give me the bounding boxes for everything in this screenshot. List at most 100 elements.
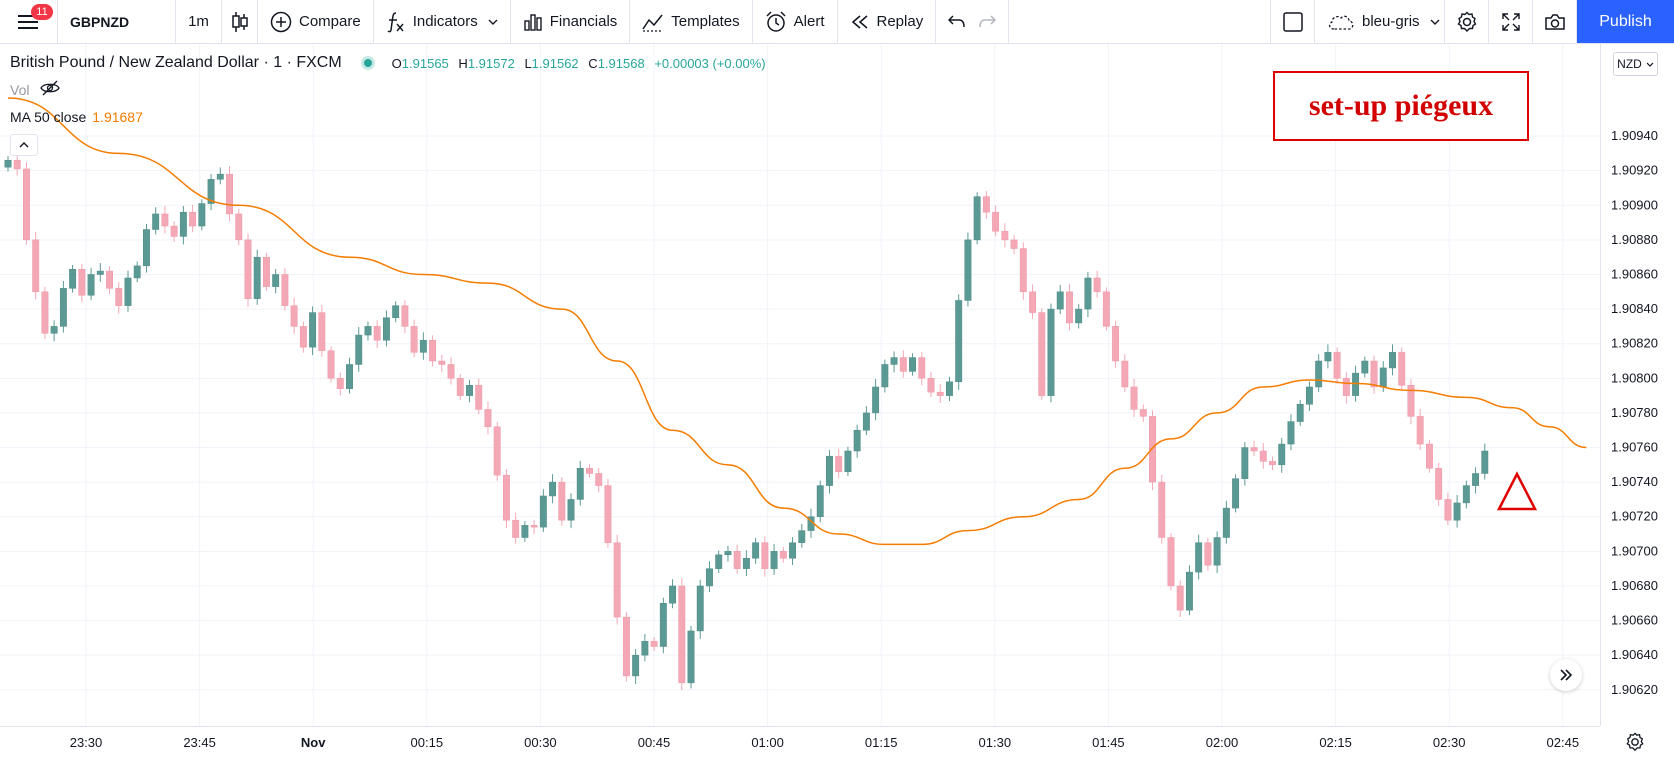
interval-button[interactable]: 1m xyxy=(176,0,222,43)
candle-body xyxy=(106,270,113,289)
select-rectangle-button[interactable] xyxy=(1271,0,1315,43)
publish-button[interactable]: Publish xyxy=(1577,0,1674,43)
candle-body xyxy=(715,554,723,569)
fullscreen-button[interactable] xyxy=(1489,0,1533,43)
undo-button[interactable] xyxy=(936,0,972,43)
candle-body xyxy=(742,558,750,569)
redo-icon xyxy=(978,14,997,29)
templates-button[interactable]: Templates xyxy=(630,0,753,43)
candle-body xyxy=(69,269,77,289)
candle-body xyxy=(798,530,806,543)
candle-body xyxy=(410,326,418,353)
fullscreen-icon xyxy=(1501,12,1521,32)
candle-body xyxy=(207,179,215,204)
price-tick-label: 1.90720 xyxy=(1611,509,1658,524)
bar-chart-icon xyxy=(523,12,543,32)
candle-body xyxy=(890,357,898,365)
candle-body xyxy=(982,196,990,213)
candle-body xyxy=(299,326,307,348)
time-axis-bg xyxy=(0,726,1674,758)
replay-button[interactable]: Replay xyxy=(838,0,937,43)
candle-body xyxy=(1444,499,1452,521)
eye-crossed-icon[interactable] xyxy=(40,80,60,101)
candle-body xyxy=(622,616,630,677)
candle-body xyxy=(124,277,132,306)
rewind-icon xyxy=(850,14,870,30)
candle-body xyxy=(1472,473,1480,486)
candle-body xyxy=(32,239,40,293)
price-tick-label: 1.90780 xyxy=(1611,405,1658,420)
main-menu-button[interactable]: 11 xyxy=(0,0,58,43)
candle-body xyxy=(881,364,889,388)
candle-body xyxy=(826,455,833,486)
candle-body xyxy=(1407,384,1415,417)
candle-body xyxy=(272,274,280,287)
candle-body xyxy=(844,450,852,473)
gear-icon xyxy=(1456,11,1478,33)
candle-body xyxy=(1093,277,1101,293)
candle-body xyxy=(502,474,510,521)
alert-button[interactable]: Alert xyxy=(753,0,838,43)
candle-body xyxy=(115,288,123,306)
ma-legend[interactable]: MA 50 close 1.91687 xyxy=(10,109,143,125)
candle-body xyxy=(669,585,677,604)
alarm-clock-icon xyxy=(765,10,787,33)
annotation-box[interactable]: set-up piégeux xyxy=(1273,71,1529,141)
candle-body xyxy=(1278,443,1286,466)
price-axis-labels: 1.90940 1.90920 1.90900 1.90880 1.90860 1.908… xyxy=(1600,44,1674,726)
function-icon xyxy=(386,11,406,33)
layout-button[interactable]: bleu-gris xyxy=(1315,0,1445,43)
candle-body xyxy=(706,568,713,587)
open-label: O xyxy=(391,55,402,71)
time-tick-label: 00:45 xyxy=(638,735,671,750)
settings-button[interactable] xyxy=(1445,0,1489,43)
axis-settings-icon[interactable] xyxy=(1625,732,1645,757)
candle-body xyxy=(770,551,778,569)
chart-canvas[interactable]: 1.90940 1.90920 1.90900 1.90880 1.90860 1.908… xyxy=(0,44,1674,758)
collapse-legend-button[interactable] xyxy=(10,134,38,156)
candle-body xyxy=(336,378,344,389)
candle-body xyxy=(244,239,252,299)
chevron-down-icon[interactable] xyxy=(1430,19,1440,25)
chart-legend: British Pound / New Zealand Dollar · 1 ·… xyxy=(10,54,772,72)
currency-selector[interactable]: NZD xyxy=(1613,52,1658,76)
chart-type-button[interactable] xyxy=(222,0,258,43)
symbol-search-button[interactable]: GBPNZD xyxy=(58,0,176,43)
candle-body xyxy=(992,211,1000,232)
time-tick-label: 02:45 xyxy=(1547,735,1580,750)
price-tick-label: 1.90860 xyxy=(1611,266,1658,281)
financials-button[interactable]: Financials xyxy=(511,0,631,43)
candle-body xyxy=(346,364,353,389)
time-tick-label: 00:30 xyxy=(524,735,557,750)
candle-body xyxy=(1084,277,1092,310)
compare-button[interactable]: Compare xyxy=(258,0,374,43)
candle-body xyxy=(604,485,612,543)
candle-body xyxy=(1259,450,1267,462)
time-tick-label: 00:15 xyxy=(411,735,444,750)
close-value: 1.91568 xyxy=(597,55,645,71)
toolbar-spacer xyxy=(1009,0,1271,43)
candle-body xyxy=(355,334,363,365)
candle-body xyxy=(1139,409,1147,417)
scroll-to-realtime-button[interactable] xyxy=(1550,659,1582,691)
candle-body xyxy=(1324,352,1332,362)
candle-body xyxy=(1250,447,1258,452)
snapshot-button[interactable] xyxy=(1533,0,1577,43)
candle-body xyxy=(1010,239,1018,249)
price-tick-label: 1.90700 xyxy=(1611,543,1658,558)
indicators-button[interactable]: Indicators xyxy=(374,0,511,43)
redo-button[interactable] xyxy=(972,0,1010,43)
ohlc-values: O1.91565 H1.91572 L1.91562 C1.91568 +0.0… xyxy=(392,56,772,71)
symbol-title[interactable]: British Pound / New Zealand Dollar · 1 ·… xyxy=(10,54,342,71)
candle-body xyxy=(1102,291,1110,327)
chevron-down-icon[interactable] xyxy=(488,19,498,25)
candle-body xyxy=(779,551,787,559)
candle-body xyxy=(641,641,649,656)
time-tick-label: 23:30 xyxy=(70,735,103,750)
candle-body xyxy=(419,339,427,353)
volume-legend[interactable]: Vol xyxy=(10,82,30,98)
price-tick-label: 1.90900 xyxy=(1611,197,1658,212)
price-tick-label: 1.90920 xyxy=(1611,163,1658,178)
layout-name: bleu-gris xyxy=(1362,13,1420,30)
